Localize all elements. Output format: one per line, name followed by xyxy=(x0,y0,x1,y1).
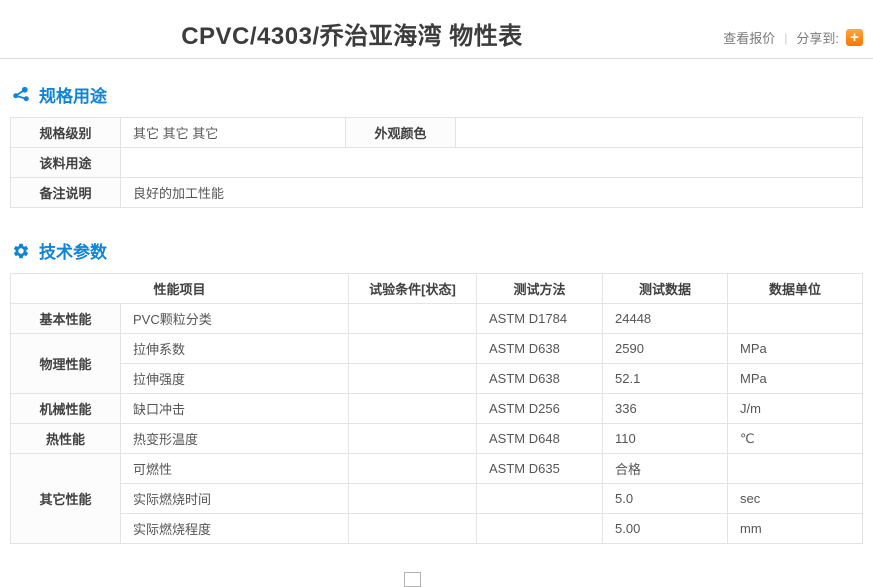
view-quote-link[interactable]: 查看报价 xyxy=(723,31,776,46)
method-cell xyxy=(476,513,604,544)
condition-cell xyxy=(348,363,478,394)
tech-section-header: 技术参数 xyxy=(12,238,873,263)
tech-section-title: 技术参数 xyxy=(39,243,107,262)
property-cell: 拉伸系数 xyxy=(119,333,350,364)
spec-grade-label: 规格级别 xyxy=(10,117,121,148)
property-cell: 可燃性 xyxy=(119,453,350,484)
gear-icon xyxy=(12,242,30,260)
method-cell: ASTM D638 xyxy=(476,333,604,364)
actions-divider: | xyxy=(784,30,788,45)
table-row: 热性能 热变形温度 ASTM D648 110 ℃ xyxy=(10,423,863,454)
condition-cell xyxy=(348,303,478,334)
method-cell: ASTM D1784 xyxy=(476,303,604,334)
material-use-value xyxy=(120,147,863,178)
property-cell: PVC颗粒分类 xyxy=(119,303,350,334)
table-row: 其它性能 可燃性 ASTM D635 合格 xyxy=(10,453,863,544)
property-cell: 缺口冲击 xyxy=(119,393,350,424)
header-actions: 查看报价 | 分享到: + xyxy=(723,28,863,47)
table-row: 基本性能 PVC颗粒分类 ASTM D1784 24448 xyxy=(10,303,863,334)
column-header-property: 性能项目 xyxy=(9,273,350,304)
group-thermal: 热性能 xyxy=(10,423,121,454)
method-cell: ASTM D635 xyxy=(476,453,604,484)
group-other: 其它性能 xyxy=(10,453,121,544)
data-cell: 52.1 xyxy=(602,363,729,394)
data-cell: 110 xyxy=(602,423,729,454)
unit-cell: MPa xyxy=(727,363,863,394)
spec-grade-value: 其它 其它 其它 xyxy=(120,117,346,148)
method-cell: ASTM D256 xyxy=(476,393,604,424)
condition-cell xyxy=(348,483,478,514)
page-header: CPVC/4303/乔治亚海湾 物性表 查看报价 | 分享到: + xyxy=(0,0,873,59)
tech-table-header-row: 性能项目 试验条件[状态] 测试方法 测试数据 数据单位 xyxy=(9,273,863,304)
appearance-color-value xyxy=(455,117,863,148)
data-cell: 5.00 xyxy=(602,513,729,544)
unit-cell: mm xyxy=(727,513,863,544)
column-header-condition: 试验条件[状态] xyxy=(348,273,478,304)
data-cell: 336 xyxy=(602,393,729,424)
share-to-label: 分享到: xyxy=(796,31,839,46)
condition-cell xyxy=(348,333,478,364)
condition-cell xyxy=(348,393,478,424)
unit-cell: MPa xyxy=(727,333,863,364)
table-row: 该料用途 xyxy=(10,147,863,178)
method-cell xyxy=(476,483,604,514)
material-use-label: 该料用途 xyxy=(10,147,121,178)
property-cell: 热变形温度 xyxy=(119,423,350,454)
table-row: 备注说明 良好的加工性能 xyxy=(10,177,863,208)
table-row: 实际燃烧时间 5.0 sec xyxy=(11,483,863,514)
unit-cell: sec xyxy=(727,483,863,514)
share-nodes-icon xyxy=(12,86,30,104)
page-title: CPVC/4303/乔治亚海湾 物性表 xyxy=(181,23,523,50)
data-cell: 2590 xyxy=(602,333,729,364)
unit-cell xyxy=(727,453,863,484)
table-row: 物理性能 拉伸系数 ASTM D638 2590 MPa xyxy=(10,333,863,394)
remark-label: 备注说明 xyxy=(10,177,121,208)
group-basic: 基本性能 xyxy=(10,303,121,334)
table-row: 规格级别 其它 其它 其它 外观颜色 xyxy=(10,117,863,148)
method-cell: ASTM D638 xyxy=(476,363,604,394)
condition-cell xyxy=(348,513,478,544)
unit-cell: J/m xyxy=(727,393,863,424)
unit-cell xyxy=(727,303,863,334)
table-row: 拉伸强度 ASTM D638 52.1 MPa xyxy=(11,363,863,394)
appearance-color-label: 外观颜色 xyxy=(345,117,456,148)
spec-table: 规格级别 其它 其它 其它 外观颜色 该料用途 备注说明 良好的加工性能 xyxy=(10,117,863,208)
table-row: 实际燃烧程度 5.00 mm xyxy=(11,513,863,544)
data-cell: 24448 xyxy=(602,303,729,334)
share-plus-icon[interactable]: + xyxy=(846,29,863,46)
column-header-unit: 数据单位 xyxy=(727,273,863,304)
column-header-data: 测试数据 xyxy=(602,273,729,304)
method-cell: ASTM D648 xyxy=(476,423,604,454)
data-cell: 合格 xyxy=(602,453,729,484)
column-header-method: 测试方法 xyxy=(476,273,604,304)
condition-cell xyxy=(348,453,478,484)
table-row: 机械性能 缺口冲击 ASTM D256 336 J/m xyxy=(10,393,863,424)
data-cell: 5.0 xyxy=(602,483,729,514)
property-cell: 实际燃烧程度 xyxy=(119,513,350,544)
remark-value: 良好的加工性能 xyxy=(120,177,863,208)
property-cell: 拉伸强度 xyxy=(119,363,350,394)
condition-cell xyxy=(348,423,478,454)
group-mechanical: 机械性能 xyxy=(10,393,121,424)
property-cell: 实际燃烧时间 xyxy=(119,483,350,514)
spec-section-header: 规格用途 xyxy=(12,82,873,107)
spec-section-title: 规格用途 xyxy=(39,87,107,106)
unit-cell: ℃ xyxy=(727,423,863,454)
group-physical: 物理性能 xyxy=(10,333,121,394)
tech-table: 性能项目 试验条件[状态] 测试方法 测试数据 数据单位 基本性能 PVC颗粒分… xyxy=(9,273,863,544)
